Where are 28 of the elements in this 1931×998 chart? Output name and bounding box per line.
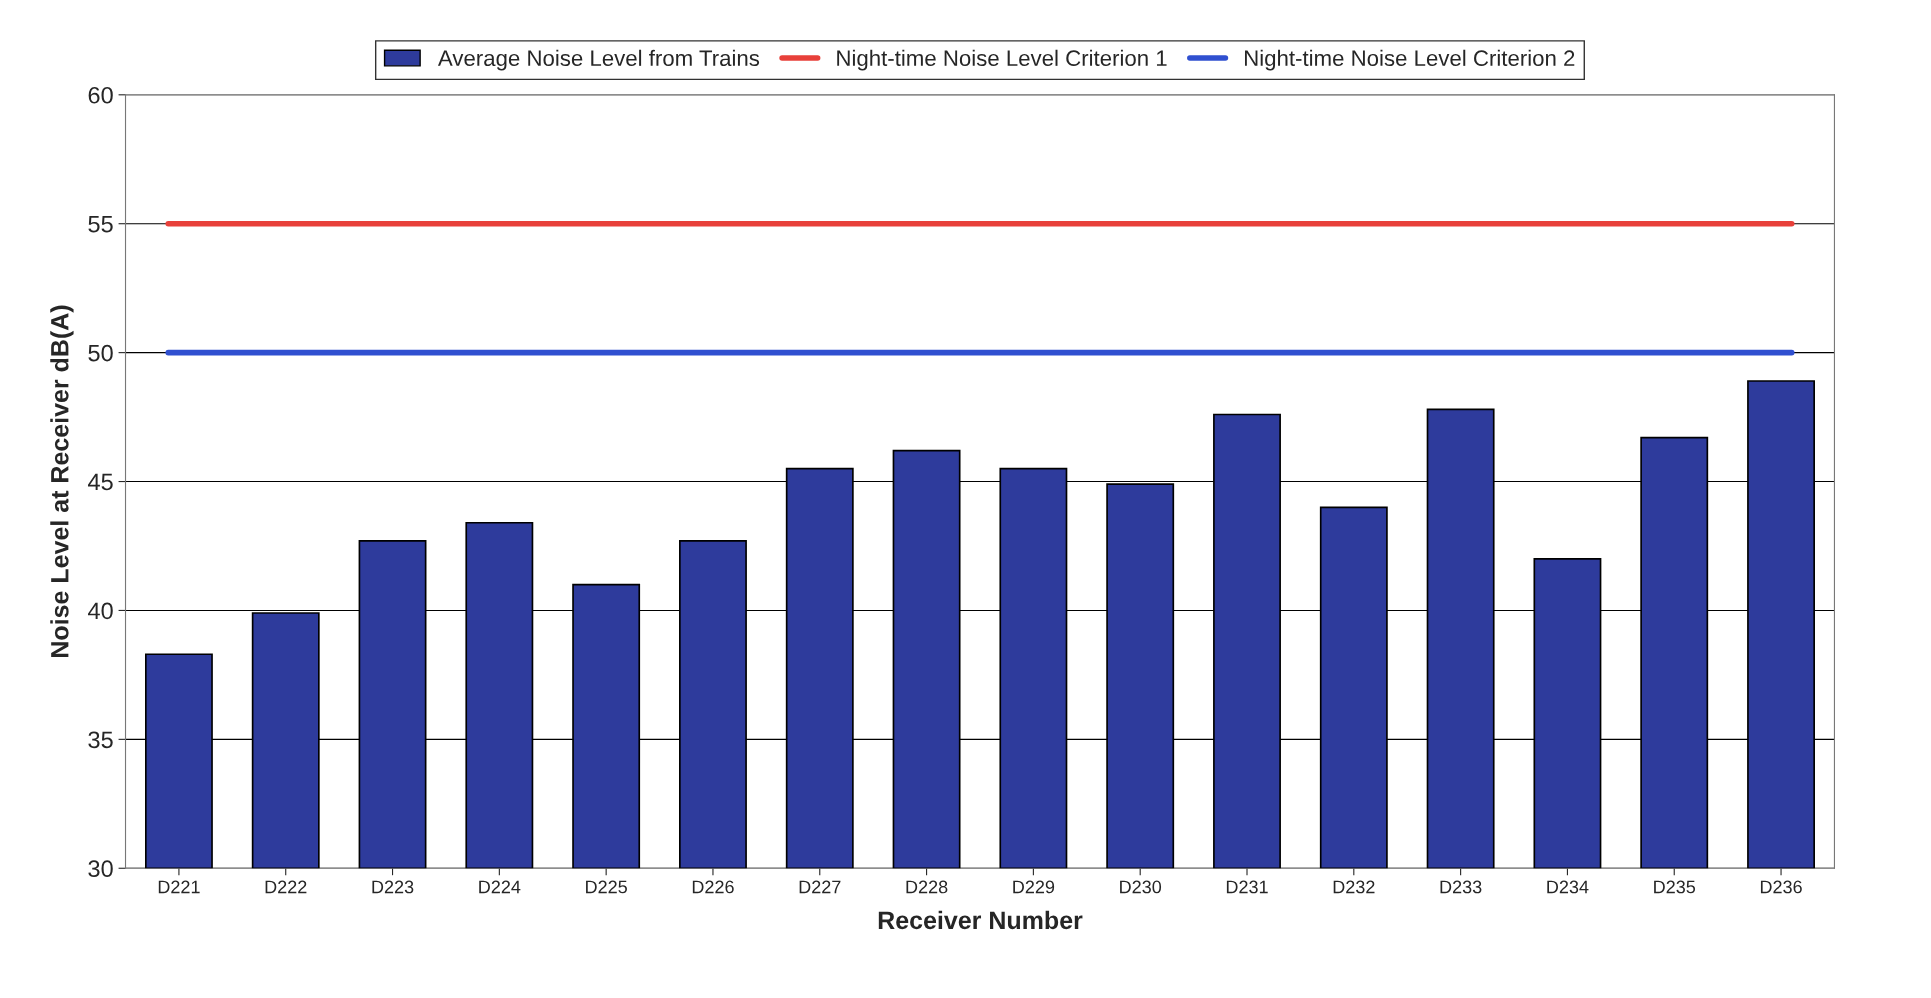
x-tick-label: D234 [1547,880,1589,894]
legend-label: Night-time Noise Level Criterion 2 [1245,49,1575,71]
y-axis-title: Noise Level at Receiver dB(A) [50,305,74,657]
x-tick-label: D231 [1226,880,1268,894]
legend-label: Night-time Noise Level Criterion 1 [837,49,1167,71]
x-tick-label: D229 [1013,880,1055,894]
x-tick-label: D223 [372,880,414,894]
y-tick-label: 50 [88,344,113,362]
x-tick-label: D232 [1333,880,1375,894]
x-tick-label: D226 [692,880,734,894]
x-tick-label: D227 [799,880,841,894]
x-tick-label: D222 [265,880,307,894]
x-tick-label: D235 [1654,880,1696,894]
y-tick-label: 40 [87,602,113,620]
y-tick-label: 30 [88,860,113,878]
x-tick-label: D224 [479,880,521,894]
x-tick-label: D230 [1120,880,1162,894]
x-tick-label: D236 [1760,880,1802,894]
x-tick-label: D221 [158,880,200,894]
x-axis-title: Receiver Number [878,910,1083,930]
y-tick-label: 55 [88,216,113,233]
y-tick-label: 35 [88,731,113,749]
y-tick-label: 45 [87,473,113,491]
y-tick-label: 60 [88,86,113,104]
x-tick-label: D228 [906,880,948,894]
x-tick-label: D233 [1440,880,1482,894]
x-tick-label: D225 [586,880,627,894]
legend-label: Average Noise Level from Trains [437,49,760,71]
